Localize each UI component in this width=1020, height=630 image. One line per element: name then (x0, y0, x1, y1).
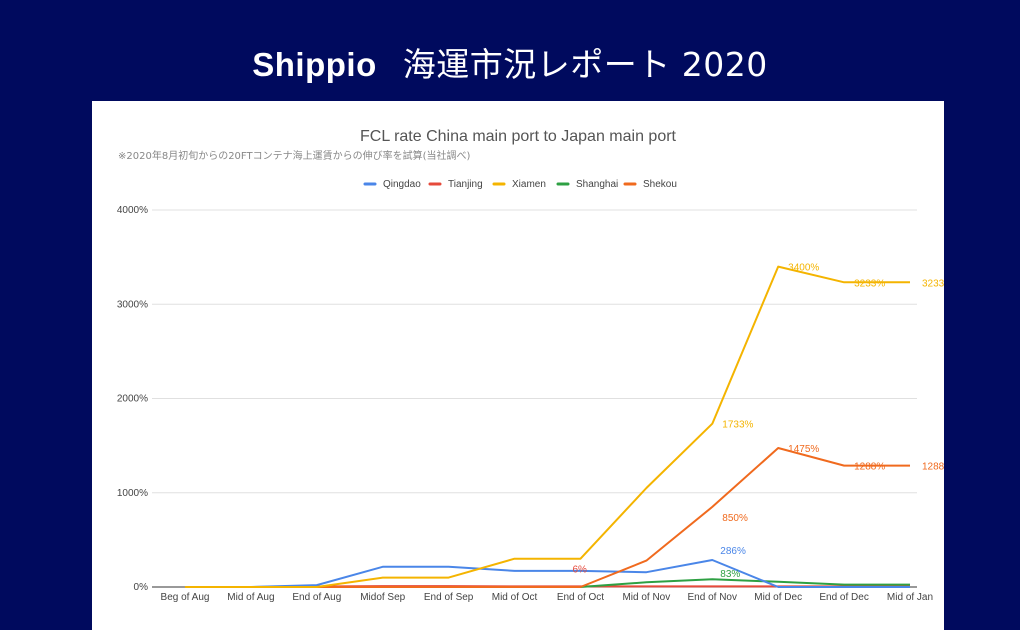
line-chart: FCL rate China main port to Japan main p… (117, 128, 944, 603)
x-axis: Beg of Aug Mid of Aug End of Aug Midof Sep E… (161, 592, 934, 603)
y-axis: 0% 1000% 2000% 3000% 4000% (117, 205, 148, 593)
y-tick-label: 3000% (117, 299, 148, 310)
brand-logo-text: Shippio (252, 46, 377, 83)
data-label-shekou: 1475% (788, 444, 819, 455)
x-tick-label: Mid of Oct (492, 592, 538, 603)
data-label-shanghai: 83% (720, 569, 740, 580)
chart-series (185, 265, 910, 588)
chart-subtitle: ※2020年8月初旬からの20FTコンテナ海上運賃からの伸び率を試算(当社調べ) (118, 149, 471, 162)
x-tick-label: End of Sep (424, 592, 474, 603)
legend-item[interactable]: Xiamen (492, 179, 546, 190)
data-label-shekou: 1288% (854, 462, 885, 473)
x-tick-label: End of Oct (557, 592, 604, 603)
x-tick-label: Beg of Aug (161, 592, 210, 603)
data-label-xiamen: 1733% (722, 420, 753, 431)
legend-item[interactable]: Shanghai (556, 179, 618, 190)
data-label-xiamen: 3400% (788, 263, 819, 274)
legend-label: Qingdao (383, 179, 421, 190)
chart-legend: Qingdao Tianjing Xiamen Shanghai Shekou (363, 179, 677, 190)
report-banner: Shippio 海運市況レポート 2020 (0, 38, 1020, 86)
x-tick-label: End of Nov (688, 592, 737, 603)
legend-label: Shekou (643, 179, 677, 190)
banner-title: 海運市況レポート 2020 (402, 45, 768, 84)
legend-label: Tianjing (448, 179, 483, 190)
data-label-qingdao: 286% (720, 546, 746, 557)
y-tick-label: 4000% (117, 205, 148, 216)
series-line-xiamen (185, 265, 910, 588)
chart-panel: FCL rate China main port to Japan main p… (92, 101, 944, 630)
data-label-shekou: 850% (722, 513, 748, 524)
data-label-tianjing: 6% (572, 564, 587, 575)
chart-title: FCL rate China main port to Japan main p… (360, 128, 677, 145)
legend-label: Shanghai (576, 179, 618, 190)
legend-item[interactable]: Qingdao (363, 179, 421, 190)
legend-item[interactable]: Tianjing (428, 179, 483, 190)
series-line-shekou (185, 447, 910, 588)
legend-item[interactable]: Shekou (623, 179, 677, 190)
x-tick-label: Mid of Dec (754, 592, 802, 603)
y-tick-label: 1000% (117, 488, 148, 499)
x-tick-label: End of Dec (819, 592, 868, 603)
x-tick-label: Midof Sep (360, 592, 405, 603)
x-tick-label: Mid of Jan (887, 592, 933, 603)
data-label-shekou: 1288% (922, 462, 944, 473)
y-tick-label: 2000% (117, 394, 148, 405)
legend-label: Xiamen (512, 179, 546, 190)
y-tick-label: 0% (134, 582, 149, 593)
series-line-qingdao (185, 559, 910, 588)
x-tick-label: Mid of Aug (227, 592, 274, 603)
data-labels: 286% 6% 1733% 3400% 3233% 3233% 83% 850% 1475% 12… (572, 263, 944, 581)
x-tick-label: End of Aug (292, 592, 341, 603)
data-label-xiamen: 3233% (922, 278, 944, 289)
data-label-xiamen: 3233% (854, 278, 885, 289)
x-tick-label: Mid of Nov (622, 592, 670, 603)
